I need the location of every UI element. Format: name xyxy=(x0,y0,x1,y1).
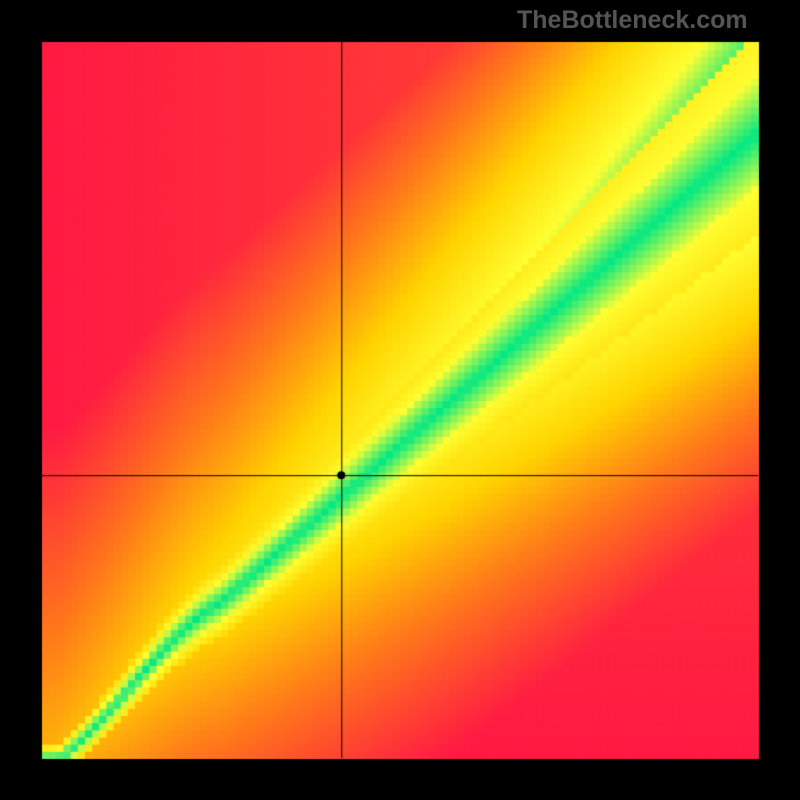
watermark-text: TheBottleneck.com xyxy=(517,6,748,35)
bottleneck-heatmap xyxy=(0,0,800,800)
chart-container: TheBottleneck.com xyxy=(0,0,800,800)
